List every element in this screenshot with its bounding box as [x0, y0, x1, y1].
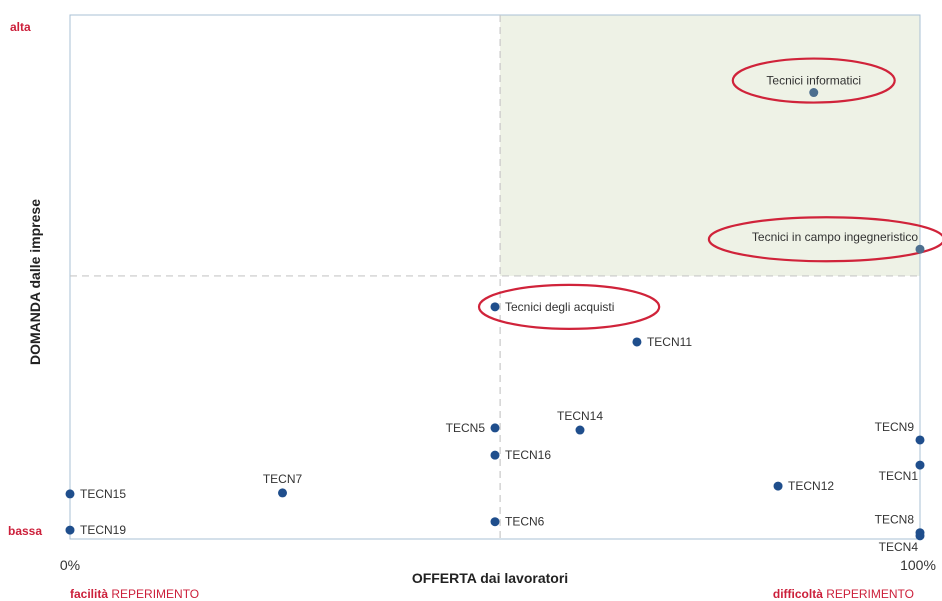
data-point-tecn12 — [773, 481, 783, 491]
x-sub-right: difficoltà REPERIMENTO — [773, 587, 914, 601]
data-point-tecnici-degli-acquisti — [490, 302, 500, 312]
highlight-quadrant — [500, 15, 920, 276]
point-label-tecn14: TECN14 — [557, 409, 603, 423]
x-sub-left: facilità REPERIMENTO — [70, 587, 199, 601]
data-point-tecn14 — [575, 425, 585, 435]
point-label-tecnici-informatici: Tecnici informatici — [766, 74, 861, 88]
x-sub-left-rest: REPERIMENTO — [108, 587, 199, 601]
y-tick-top: alta — [10, 20, 31, 34]
point-label-tecnici-degli-acquisti: Tecnici degli acquisti — [505, 300, 614, 314]
data-point-tecn6 — [490, 517, 500, 527]
point-label-tecn4: TECN4 — [879, 540, 919, 554]
data-point-tecnici-informatici — [809, 88, 819, 98]
data-point-tecn11 — [632, 337, 642, 347]
data-point-tecnici-in-campo-ingegneristico — [915, 244, 925, 254]
x-tick-left: 0% — [60, 557, 80, 573]
data-point-tecn9 — [915, 435, 925, 445]
point-label-tecn6: TECN6 — [505, 515, 545, 529]
x-sub-right-bold: difficoltà — [773, 587, 823, 601]
data-point-tecn7 — [278, 488, 287, 498]
x-axis-title: OFFERTA dai lavoratori — [412, 570, 568, 586]
point-label-tecn12: TECN12 — [788, 479, 834, 493]
highlight-ellipse-tecnici-in-campo-ingegneristico — [707, 216, 942, 263]
x-tick-right: 100% — [900, 557, 936, 573]
plot-frame — [69, 14, 921, 540]
x-sub-left-bold: facilità — [70, 587, 108, 601]
data-point-tecn19 — [65, 525, 75, 535]
point-label-tecn15: TECN15 — [80, 487, 126, 501]
point-label-tecn9: TECN9 — [875, 420, 915, 434]
data-point-tecn16 — [490, 450, 500, 460]
points-layer: Tecnici informatici Tecnici in campo inge… — [65, 57, 942, 554]
point-label-tecn8: TECN8 — [875, 513, 915, 527]
data-point-tecn5 — [490, 423, 500, 433]
data-point-tecn15 — [65, 489, 75, 499]
highlight-ellipse-tecnici-informatici — [731, 57, 896, 104]
point-label-tecn11: TECN11 — [647, 335, 692, 349]
x-sub-right-rest: REPERIMENTO — [823, 587, 914, 601]
point-label-tecn1: TECN1 — [879, 469, 919, 483]
point-label-tecn16: TECN16 — [505, 448, 551, 462]
y-tick-bottom: bassa — [8, 524, 42, 538]
highlight-ellipse-tecnici-degli-acquisti — [477, 283, 661, 330]
y-axis-title: DOMANDA dalle imprese — [27, 199, 43, 365]
data-point-tecn1 — [915, 460, 925, 470]
point-label-tecnici-in-campo-ingegneristico: Tecnici in campo ingegneristico — [752, 230, 918, 244]
point-label-tecn5: TECN5 — [446, 421, 486, 435]
point-label-tecn19: TECN19 — [80, 523, 126, 537]
point-label-tecn7: TECN7 — [263, 472, 303, 486]
data-point-tecn4 — [915, 531, 925, 541]
